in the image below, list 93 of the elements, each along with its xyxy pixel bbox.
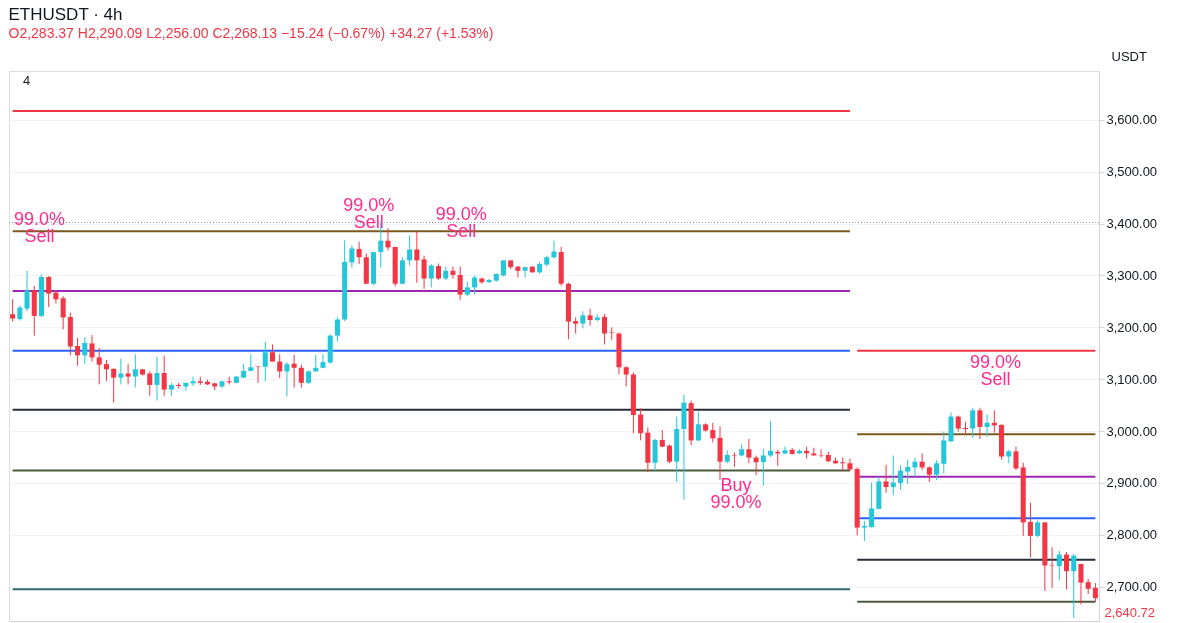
candlestick — [1071, 553, 1077, 619]
candlestick — [602, 313, 608, 345]
candlestick — [551, 240, 557, 260]
candlestick — [421, 255, 427, 290]
candlestick — [407, 234, 413, 267]
candlestick — [10, 298, 16, 323]
candlestick — [349, 244, 355, 269]
candlestick — [883, 464, 889, 494]
annotation: 99.0% Sell — [343, 194, 395, 232]
candlestick — [385, 227, 391, 252]
candlestick — [1056, 550, 1062, 582]
annotation: 99.0% Sell — [969, 351, 1021, 389]
y-tick-label: 3,200.00 — [1106, 319, 1158, 335]
candlestick — [103, 359, 109, 382]
text: 2,640.72 — [1104, 604, 1156, 620]
candlestick — [623, 365, 629, 387]
candlestick — [941, 431, 947, 475]
candlestick — [984, 413, 990, 438]
candlestick — [760, 448, 766, 487]
y-axis-title: USDT — [1111, 48, 1147, 64]
candlestick — [977, 407, 983, 440]
candlestick — [111, 367, 117, 404]
candlestick — [161, 355, 167, 397]
candlestick — [1078, 563, 1084, 605]
candlestick — [125, 363, 131, 385]
candlestick — [46, 275, 52, 308]
candlestick — [890, 454, 896, 496]
candlestick — [811, 447, 817, 456]
candlestick — [399, 256, 405, 285]
candlestick — [284, 361, 290, 397]
y-tick-label: 3,500.00 — [1106, 164, 1158, 180]
candlestick — [869, 481, 875, 529]
candlestick — [132, 353, 138, 389]
chart-subtitle: O2,283.37 H2,290.09 L2,256.00 C2,268.13 −15.24 (−0.67%) +34.27 (+1.53%) — [8, 25, 494, 41]
candlestick — [710, 422, 716, 444]
candlestick — [970, 407, 976, 439]
candlestick — [746, 438, 752, 464]
candlestick — [847, 458, 853, 472]
candlestick — [1063, 551, 1070, 590]
annotation: 4 — [23, 73, 31, 88]
candlestick — [428, 263, 434, 288]
candlestick — [717, 425, 723, 481]
candlestick — [782, 446, 788, 455]
y-tick-label: 3,100.00 — [1106, 371, 1158, 387]
y-tick-label: 2,700.00 — [1106, 579, 1158, 595]
candlestick — [262, 341, 268, 382]
candlestick — [905, 459, 911, 485]
candlestick — [298, 364, 304, 389]
candlestick — [840, 457, 846, 472]
y-tick-label: 3,600.00 — [1106, 112, 1158, 128]
annotation: Buy 99.0% — [710, 475, 762, 513]
y-tick-label: 2,900.00 — [1106, 475, 1158, 491]
candlestick — [587, 308, 593, 327]
chart-title: ETHUSDT · 4h — [8, 5, 123, 24]
candlestick — [897, 464, 904, 491]
candlestick — [334, 316, 340, 342]
candlestick — [962, 421, 968, 435]
candlestick — [1013, 446, 1019, 471]
candlestick — [277, 353, 283, 379]
candlestick — [154, 356, 160, 401]
y-tick-label: 3,000.00 — [1106, 423, 1158, 439]
candlestick — [147, 370, 153, 397]
candlestick — [414, 231, 420, 284]
candlestick — [934, 459, 940, 481]
y-tick-label: 3,400.00 — [1106, 216, 1158, 232]
candlestick — [695, 410, 701, 442]
candlestick — [638, 407, 644, 441]
candlestick — [1092, 582, 1098, 603]
candlestick — [356, 241, 362, 265]
candlestick — [652, 438, 658, 473]
candlestick — [457, 266, 463, 301]
candlestick — [89, 334, 95, 363]
candlestick — [522, 266, 528, 279]
candlestick — [96, 347, 102, 385]
y-tick-label: 3,300.00 — [1106, 267, 1158, 283]
candlestick — [580, 310, 586, 329]
candlestick — [255, 365, 261, 384]
candlestick — [82, 336, 88, 365]
candlestick — [1027, 502, 1033, 559]
candlestick — [486, 278, 492, 284]
candlestick — [118, 357, 124, 385]
candlestick — [861, 520, 867, 542]
candlestick — [60, 295, 66, 330]
candlestick — [190, 376, 196, 387]
candlestick — [472, 274, 478, 296]
candlestick — [666, 444, 673, 464]
candlestick — [515, 265, 521, 279]
y-tick-label: 2,800.00 — [1106, 527, 1158, 543]
candlestick — [320, 353, 326, 369]
candlestick — [24, 270, 30, 312]
candlestick — [291, 354, 297, 389]
candlestick — [450, 266, 456, 280]
candlestick — [75, 337, 81, 367]
